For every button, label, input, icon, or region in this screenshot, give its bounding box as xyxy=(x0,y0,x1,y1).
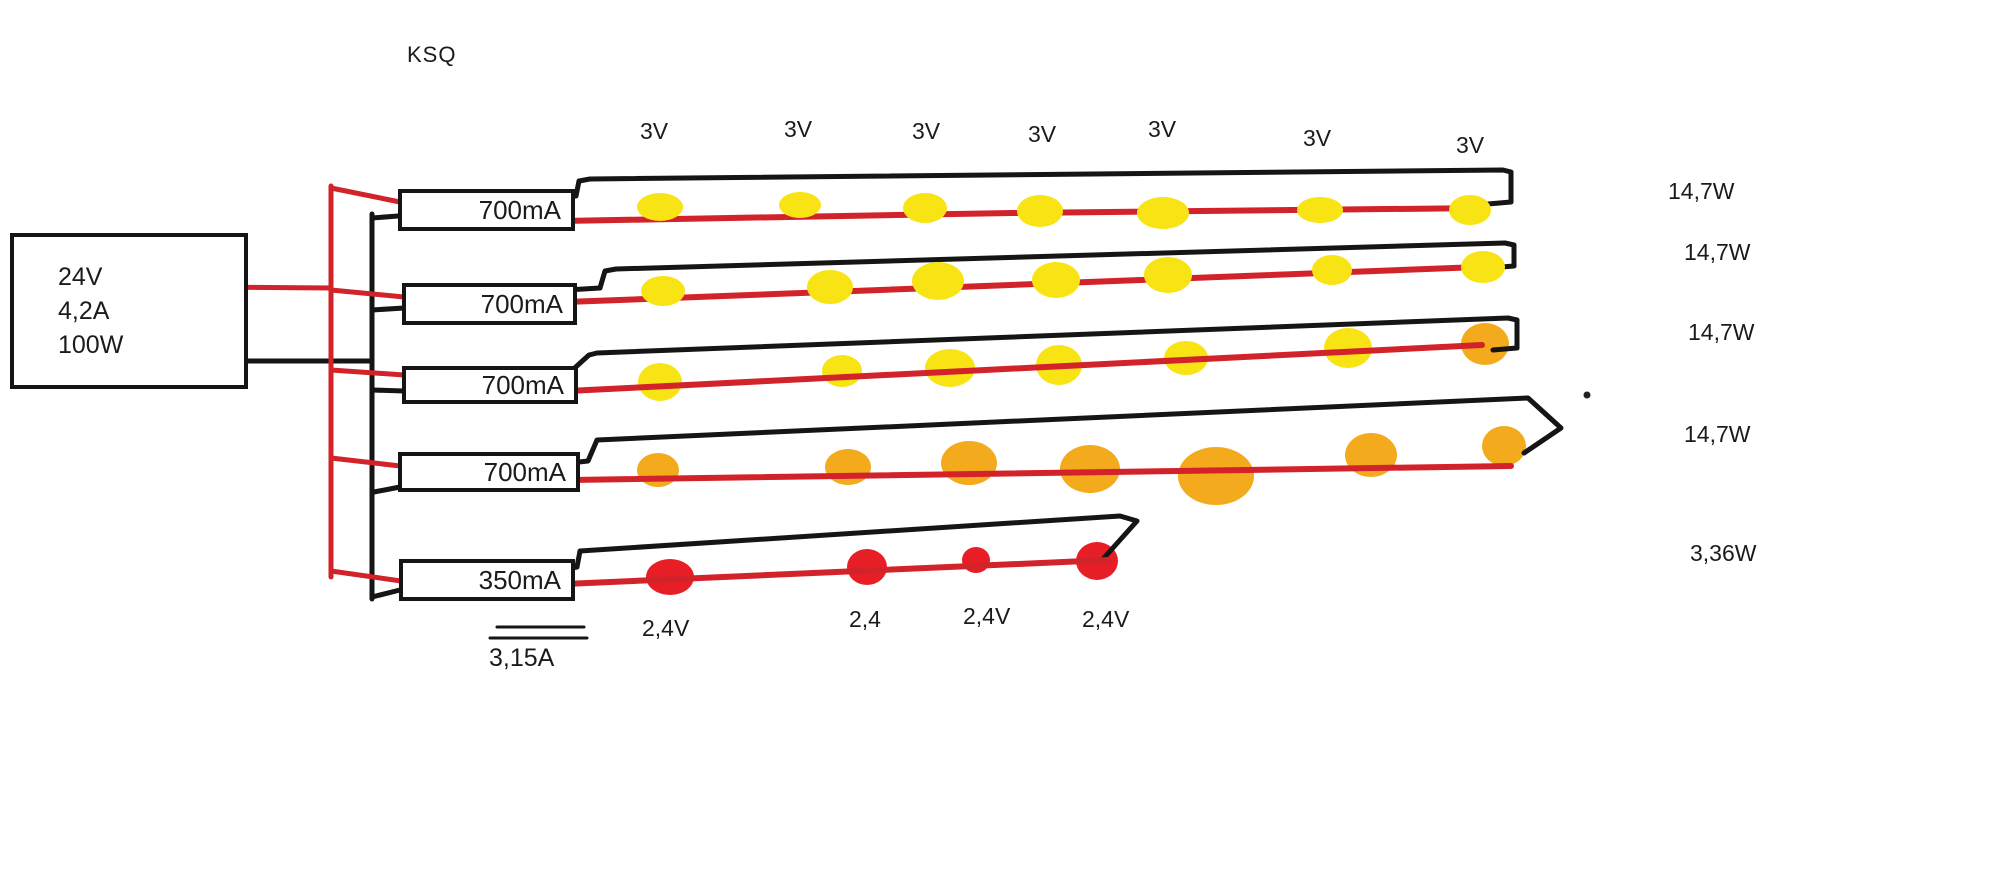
driver5-negative-stub xyxy=(369,587,403,600)
led-dot-strip-4 xyxy=(1060,445,1120,493)
driver1-positive-stub xyxy=(328,185,403,205)
voltage-label-3v-7: 3V xyxy=(1456,132,1485,158)
voltage-label-3v-1: 3V xyxy=(640,118,669,144)
led-dot-strip-2 xyxy=(1461,251,1505,283)
voltage-label-24v-1: 2,4V xyxy=(642,615,690,641)
strip4-red-wire xyxy=(568,463,1514,483)
led-dot-strip-3 xyxy=(1461,323,1509,365)
driver-box-1: 700mA xyxy=(398,189,575,231)
driver-box-4: 700mA xyxy=(398,452,580,492)
voltage-label-3v-4: 3V xyxy=(1028,121,1057,147)
psu-box: 24V 4,2A 100W xyxy=(10,233,248,389)
driver-label: 700mA xyxy=(483,456,566,487)
led-dot-strip-1 xyxy=(1297,197,1343,223)
red-wiring-group xyxy=(200,183,1514,587)
led-dot-strip-4 xyxy=(1482,426,1526,466)
led-dot-strip-3 xyxy=(822,355,862,387)
led-dot-strip-1 xyxy=(637,193,683,221)
power-label-strip3: 14,7W xyxy=(1688,319,1755,345)
led-dot-strip-1 xyxy=(1449,195,1491,225)
strip1-outline xyxy=(560,167,1514,207)
stray-dot xyxy=(1583,391,1591,399)
strip3-red-wire xyxy=(565,342,1485,394)
driver1-negative-stub xyxy=(369,213,401,221)
driver-box-3: 700mA xyxy=(402,366,578,404)
led-dot-strip-1 xyxy=(779,192,821,218)
led-dot-strip-3 xyxy=(1324,328,1372,368)
power-label-strip4: 14,7W xyxy=(1684,421,1751,447)
power-label-strip5: 3,36W xyxy=(1690,540,1757,566)
led-dot-strip-2 xyxy=(641,276,685,306)
driver3-negative-stub xyxy=(369,387,407,394)
strip5-red-wire xyxy=(562,557,1111,587)
psu-voltage: 24V xyxy=(58,263,103,291)
driver-label: 700mA xyxy=(481,369,564,400)
led-dot-strip-2 xyxy=(1312,255,1352,285)
voltage-label-3v-5: 3V xyxy=(1148,116,1177,142)
driver-label: 700mA xyxy=(478,194,561,225)
power-label-strip1: 14,7W xyxy=(1668,178,1735,204)
led-dot-strip-3 xyxy=(925,349,975,387)
psu-power: 100W xyxy=(58,331,124,359)
voltage-label-3v-2: 3V xyxy=(784,116,813,142)
driver4-positive-stub xyxy=(328,455,403,469)
voltage-label-24v-2: 2,4 xyxy=(849,606,881,632)
driver-label: 350mA xyxy=(478,564,561,595)
led-layer-over xyxy=(637,192,1505,306)
diagram-title: KSQ xyxy=(407,42,457,67)
power-label-strip2: 14,7W xyxy=(1684,239,1751,265)
led-dot-strip-3 xyxy=(638,363,682,401)
led-dot-strip-2 xyxy=(1032,262,1080,298)
led-dot-strip-4 xyxy=(941,441,997,485)
voltage-label-3v-3: 3V xyxy=(912,118,941,144)
psu-current: 4,2A xyxy=(58,297,110,325)
black-wiring-group xyxy=(200,167,1564,640)
led-dot-strip-5 xyxy=(847,549,887,585)
led-dot-strip-2 xyxy=(1144,257,1192,293)
driver3-positive-stub xyxy=(328,367,407,378)
led-dot-strip-2 xyxy=(912,262,964,300)
driver2-positive-stub xyxy=(328,287,407,300)
driver4-negative-stub xyxy=(371,484,403,495)
voltage-label-24v-3: 2,4V xyxy=(963,603,1011,629)
strip5-outline xyxy=(563,513,1140,572)
driver-box-2: 700mA xyxy=(402,283,577,325)
driver2-negative-stub xyxy=(369,305,407,313)
strip2-outline xyxy=(564,240,1517,293)
strip3-outline xyxy=(565,315,1520,377)
strip4-outline xyxy=(567,395,1564,466)
total-current-label: 3,15A xyxy=(489,644,555,672)
driver-box-5: 350mA xyxy=(399,559,575,601)
driver5-positive-stub xyxy=(328,568,404,584)
led-dot-strip-2 xyxy=(807,270,853,304)
led-dot-strip-4 xyxy=(1178,447,1254,505)
driver-label: 700mA xyxy=(480,288,563,319)
led-dot-strip-1 xyxy=(1137,197,1189,229)
led-dot-strip-4 xyxy=(825,449,871,485)
led-dot-strip-1 xyxy=(903,193,947,223)
led-dot-strip-1 xyxy=(1017,195,1063,227)
voltage-label-24v-4: 2,4V xyxy=(1082,606,1130,632)
voltage-label-3v-6: 3V xyxy=(1303,125,1332,151)
